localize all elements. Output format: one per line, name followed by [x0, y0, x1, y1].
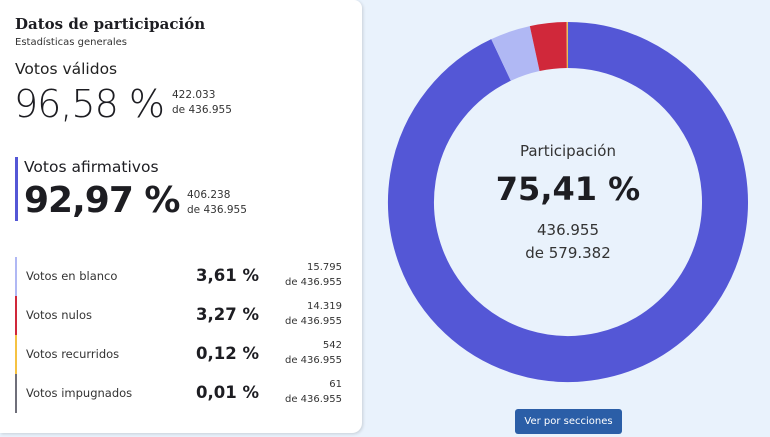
affirmative-count: 406.238 [187, 189, 231, 201]
vote-row-label: Votos en blanco [26, 269, 118, 283]
vote-row: Votos impugnados 0,01 % 61 de 436.955 [15, 374, 345, 413]
vote-row-fraction: 61 de 436.955 [285, 377, 342, 407]
view-by-sections-button[interactable]: Ver por secciones [515, 409, 622, 434]
center-pct: 75,41 % [495, 170, 641, 208]
donut-segment-votos-en-blanco [491, 26, 541, 82]
card-title: Datos de participación [15, 15, 206, 33]
vote-row: Votos en blanco 3,61 % 15.795 de 436.955 [15, 257, 345, 296]
vote-row-count: 542 [322, 340, 342, 351]
vote-row-total: de 436.955 [284, 277, 342, 288]
affirmative-indicator [15, 157, 18, 221]
center-count: 436.955 [536, 221, 600, 239]
card-subtitle: Estadísticas generales [15, 37, 127, 48]
vote-row-pct: 0,12 % [196, 344, 259, 363]
valid-votes-total: de 436.955 [172, 104, 232, 116]
vote-row: Votos recurridos 0,12 % 542 de 436.955 [15, 335, 345, 374]
vote-row-pct: 3,61 % [196, 266, 259, 285]
vote-row-fraction: 15.795 de 436.955 [285, 260, 342, 290]
affirmative-fraction: 406.238 de 436.955 [187, 188, 247, 218]
participation-card: Datos de participación Estadísticas gene… [0, 0, 362, 433]
vote-row-label: Votos nulos [26, 308, 93, 322]
affirmative-label: Votos afirmativos [24, 158, 159, 176]
vote-row-total: de 436.955 [284, 316, 342, 327]
vote-row-label: Votos recurridos [26, 347, 120, 361]
valid-votes-label: Votos válidos [15, 60, 118, 78]
valid-votes-fraction: 422.033 de 436.955 [172, 88, 232, 118]
vote-row-total: de 436.955 [284, 394, 342, 405]
vote-row-fraction: 542 de 436.955 [285, 338, 342, 368]
valid-votes-count: 422.033 [172, 89, 216, 101]
vote-row-pct: 3,27 % [196, 305, 259, 324]
donut-segment-votos-afirmativos [388, 22, 748, 382]
vote-row-count: 61 [329, 379, 342, 390]
valid-votes-pct: 96,58 % [14, 82, 165, 126]
center-fraction: 436.955 de 579.382 [468, 219, 668, 265]
vote-row-total: de 436.955 [284, 355, 342, 366]
vote-row: Votos nulos 3,27 % 14.319 de 436.955 [15, 296, 345, 335]
vote-row-count: 15.795 [307, 262, 342, 273]
vote-row-pct: 0,01 % [196, 383, 259, 402]
vote-row-fraction: 14.319 de 436.955 [285, 299, 342, 329]
affirmative-pct: 92,97 % [24, 180, 180, 221]
participation-donut [388, 21, 748, 382]
vote-row-count: 14.319 [307, 301, 342, 312]
center-label: Participación [519, 142, 616, 160]
center-total: de 579.382 [525, 244, 611, 262]
affirmative-total: de 436.955 [187, 204, 247, 216]
donut-segment-votos-nulos [529, 22, 568, 72]
vote-row-label: Votos impugnados [26, 386, 133, 400]
